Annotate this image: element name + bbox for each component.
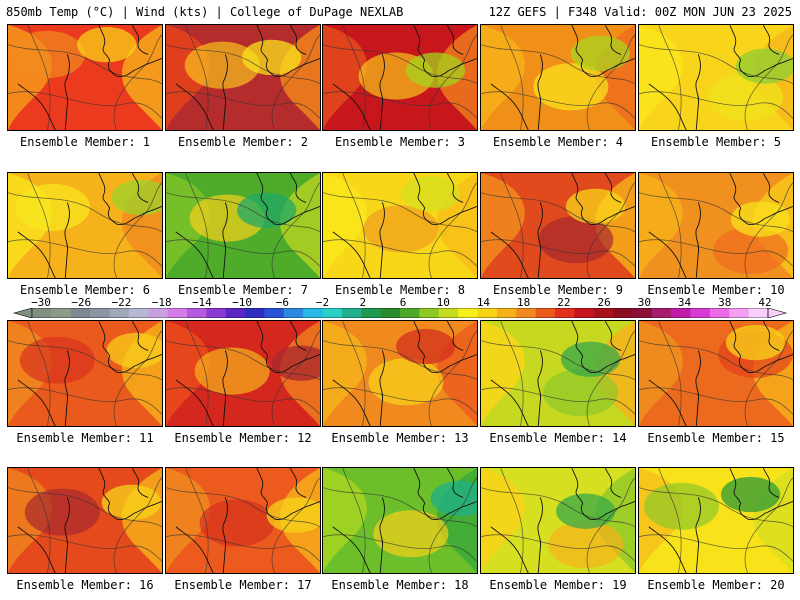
ensemble-member-map-13 (322, 320, 478, 427)
ensemble-member-label: Ensemble Member: 11 (16, 431, 154, 445)
ensemble-member-label: Ensemble Member: 4 (492, 135, 624, 149)
ensemble-member-label: Ensemble Member: 10 (647, 283, 785, 297)
ensemble-member-label: Ensemble Member: 8 (334, 283, 466, 297)
ensemble-member-map-20 (638, 467, 794, 574)
colorbar-strip (12, 308, 788, 318)
ensemble-member-map-14 (480, 320, 636, 427)
ensemble-member-label: Ensemble Member: 13 (331, 431, 469, 445)
colorbar-tick-label: 2 (359, 296, 367, 309)
ensemble-member-map-6 (7, 172, 163, 279)
ensemble-member-label: Ensemble Member: 9 (492, 283, 624, 297)
colorbar-tick-label: 18 (517, 296, 531, 309)
colorbar-tick-label: −2 (315, 296, 330, 309)
colorbar-tick-label: 14 (476, 296, 491, 309)
colorbar-tick-label: 30 (637, 296, 651, 309)
ensemble-member-label: Ensemble Member: 16 (16, 578, 154, 592)
ensemble-member-label: Ensemble Member: 17 (174, 578, 312, 592)
ensemble-member-label: Ensemble Member: 15 (647, 431, 785, 445)
ensemble-member-label: Ensemble Member: 1 (19, 135, 151, 149)
ensemble-member-map-4 (480, 24, 636, 131)
colorbar-tick-label: 42 (758, 296, 772, 309)
ensemble-member-map-17 (165, 467, 321, 574)
ensemble-member-map-2 (165, 24, 321, 131)
ensemble-member-map-3 (322, 24, 478, 131)
ensemble-member-map-12 (165, 320, 321, 427)
ensemble-member-label: Ensemble Member: 19 (489, 578, 627, 592)
ensemble-member-label: Ensemble Member: 2 (177, 135, 309, 149)
ensemble-member-label: Ensemble Member: 7 (177, 283, 309, 297)
ensemble-member-label: Ensemble Member: 12 (174, 431, 312, 445)
ensemble-member-map-9 (480, 172, 636, 279)
ensemble-member-map-1 (7, 24, 163, 131)
colorbar-tick-label: −14 (191, 296, 212, 309)
colorbar-tick-label: 6 (399, 296, 407, 309)
ensemble-member-map-19 (480, 467, 636, 574)
ensemble-member-map-11 (7, 320, 163, 427)
ensemble-member-map-18 (322, 467, 478, 574)
colorbar-tick-label: −26 (71, 296, 92, 309)
ensemble-member-map-8 (322, 172, 478, 279)
temperature-colorbar: −30 −26 −22 −18 −14 −10 −6 −2 2 6 10 14 18 22 26 30 34 38… (0, 296, 800, 320)
colorbar-tick-label: −6 (275, 296, 289, 309)
colorbar-tick-label: −30 (31, 296, 51, 309)
colorbar-tick-label: 22 (557, 296, 571, 309)
ensemble-member-map-15 (638, 320, 794, 427)
ensemble-member-map-16 (7, 467, 163, 574)
ensemble-member-map-10 (638, 172, 794, 279)
run-valid-time: 12Z GEFS | F348 Valid: 00Z MON JUN 23 20… (488, 5, 792, 19)
ensemble-member-map-7 (165, 172, 321, 279)
colorbar-tick-label: −10 (232, 296, 253, 309)
map-title: 850mb Temp (°C) | Wind (kts) | College o… (6, 5, 404, 19)
ensemble-member-label: Ensemble Member: 14 (489, 431, 627, 445)
ensemble-member-map-5 (638, 24, 794, 131)
ensemble-member-label: Ensemble Member: 20 (647, 578, 785, 592)
ensemble-member-label: Ensemble Member: 18 (331, 578, 469, 592)
ensemble-member-label: Ensemble Member: 6 (19, 283, 151, 297)
ensemble-member-label: Ensemble Member: 5 (650, 135, 782, 149)
ensemble-member-label: Ensemble Member: 3 (334, 135, 466, 149)
colorbar-tick-label: −22 (111, 296, 132, 309)
colorbar-tick-label: 38 (718, 296, 732, 309)
colorbar-tick-label: −18 (151, 296, 172, 309)
colorbar-tick-label: 10 (436, 296, 450, 309)
colorbar-tick-label: 26 (597, 296, 611, 309)
colorbar-tick-label: 34 (677, 296, 692, 309)
